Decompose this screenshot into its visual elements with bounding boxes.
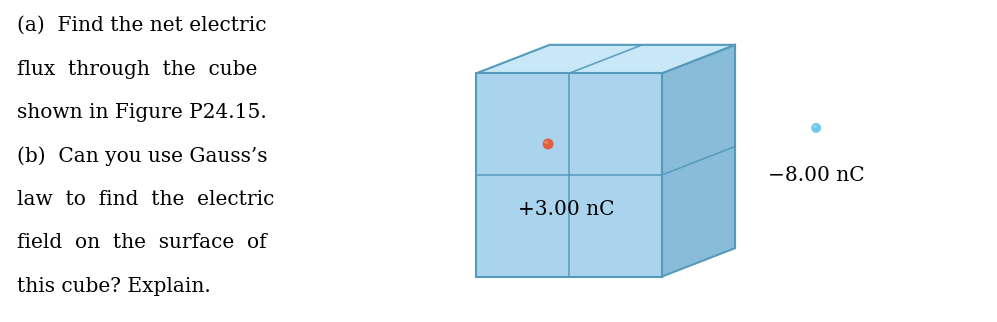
- Text: law  to  find  the  electric: law to find the electric: [17, 190, 274, 209]
- Text: shown in Figure P24.15.: shown in Figure P24.15.: [17, 103, 267, 122]
- Ellipse shape: [812, 123, 822, 133]
- Polygon shape: [662, 45, 735, 277]
- Ellipse shape: [544, 141, 549, 144]
- Ellipse shape: [542, 138, 553, 149]
- Text: −8.00 nC: −8.00 nC: [768, 166, 864, 185]
- Polygon shape: [477, 45, 735, 73]
- Text: flux  through  the  cube: flux through the cube: [17, 60, 257, 79]
- Text: (b)  Can you use Gauss’s: (b) Can you use Gauss’s: [17, 147, 267, 166]
- Polygon shape: [477, 73, 662, 277]
- Text: this cube? Explain.: this cube? Explain.: [17, 277, 211, 296]
- Text: (a)  Find the net electric: (a) Find the net electric: [17, 16, 266, 35]
- Text: +3.00 nC: +3.00 nC: [518, 200, 615, 219]
- Ellipse shape: [813, 125, 817, 128]
- Text: field  on  the  surface  of: field on the surface of: [17, 233, 267, 252]
